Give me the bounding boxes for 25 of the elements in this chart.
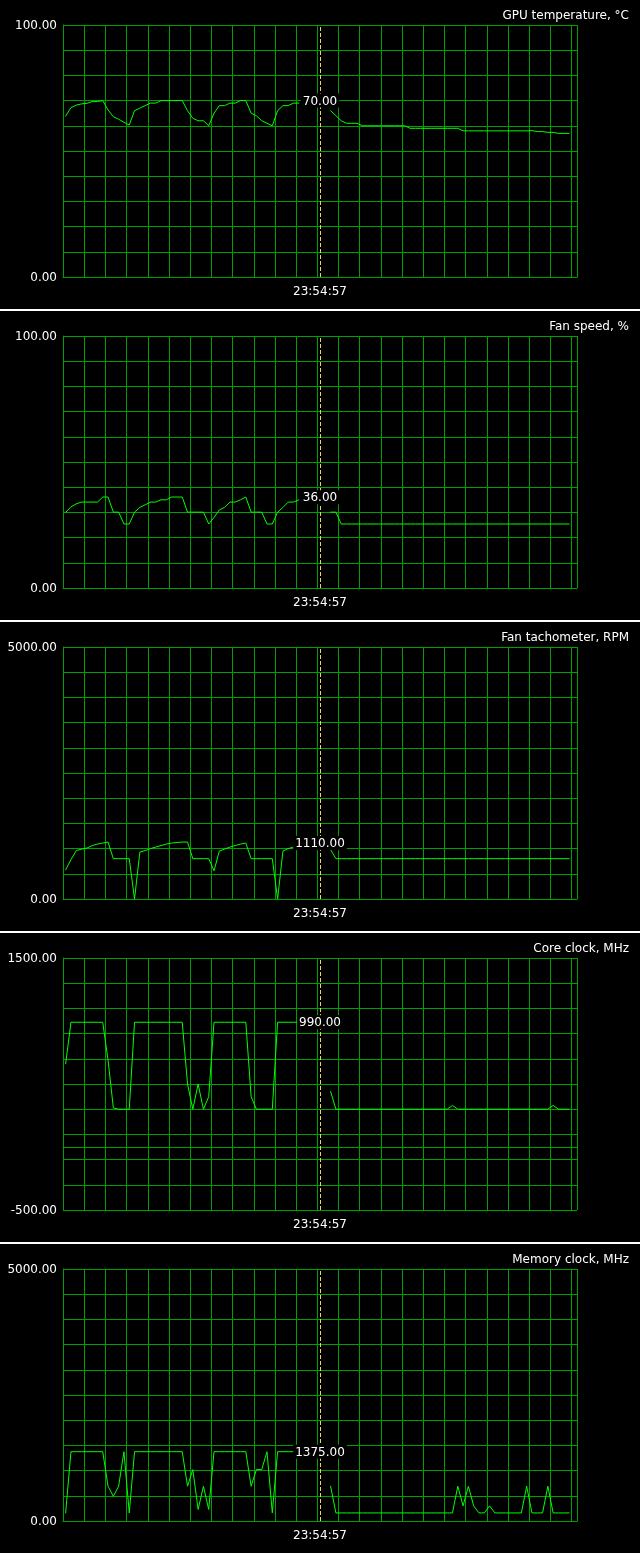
chart-title: Core clock, MHz: [533, 941, 630, 955]
annotation: 36.00: [302, 490, 338, 505]
chart-title: GPU temperature, °C: [502, 8, 630, 22]
y-tick-label: 100.00: [15, 329, 57, 343]
annotation: 1375.00: [295, 1444, 345, 1459]
annotation: 1110.00: [295, 836, 345, 851]
x-tick-label: 23:54:57: [293, 595, 347, 609]
x-tick-label: 23:54:57: [293, 284, 347, 298]
x-tick-label: 23:54:57: [293, 906, 347, 920]
y-tick-label: 0.00: [30, 270, 57, 284]
y-tick-label: 5000.00: [7, 640, 57, 654]
chart-title: Fan speed, %: [549, 319, 629, 333]
chart-title: Memory clock, MHz: [512, 1252, 630, 1266]
y-tick-label: 0.00: [30, 892, 57, 906]
x-tick-label: 23:54:57: [293, 1217, 347, 1231]
x-tick-label: 23:54:57: [293, 1528, 347, 1542]
chart-title: Fan tachometer, RPM: [501, 630, 629, 644]
y-tick-label: 5000.00: [7, 1262, 57, 1276]
annotation: 70.00: [302, 93, 338, 108]
annotation: 990.00: [299, 1015, 341, 1030]
y-tick-label: 0.00: [30, 581, 57, 595]
y-tick-label: -500.00: [10, 1203, 57, 1217]
y-tick-label: 100.00: [15, 18, 57, 32]
y-tick-label: 1500.00: [7, 951, 57, 965]
y-tick-label: 0.00: [30, 1514, 57, 1528]
